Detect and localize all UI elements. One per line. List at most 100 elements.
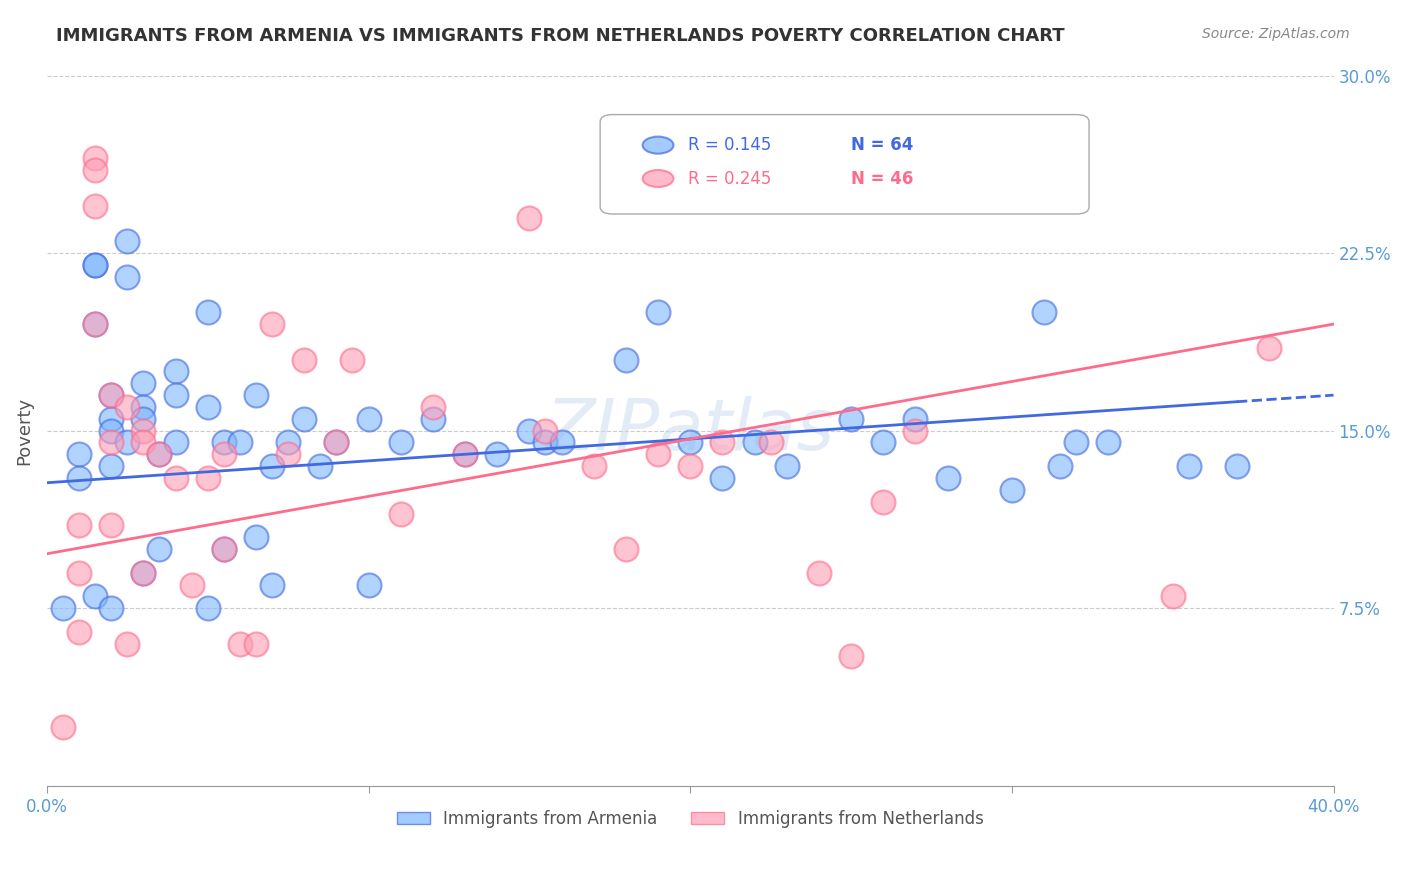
Immigrants from Armenia [357, 412, 380, 426]
Immigrants from Armenia [245, 530, 267, 544]
Circle shape [643, 170, 673, 187]
Immigrants from Armenia [100, 424, 122, 438]
Immigrants from Armenia [132, 412, 155, 426]
Immigrants from Armenia [100, 388, 122, 402]
Immigrants from Netherlands [679, 459, 702, 474]
Immigrants from Armenia [839, 412, 862, 426]
Immigrants from Netherlands [342, 352, 364, 367]
Immigrants from Netherlands [245, 637, 267, 651]
Immigrants from Armenia [647, 305, 669, 319]
Text: N = 46: N = 46 [851, 169, 914, 187]
Immigrants from Netherlands [325, 435, 347, 450]
Immigrants from Netherlands [759, 435, 782, 450]
Immigrants from Armenia [1064, 435, 1087, 450]
Immigrants from Armenia [519, 424, 541, 438]
Immigrants from Armenia [357, 577, 380, 591]
Immigrants from Armenia [1001, 483, 1024, 497]
Immigrants from Armenia [117, 234, 139, 248]
Immigrants from Armenia [84, 258, 107, 272]
Immigrants from Armenia [100, 459, 122, 474]
Circle shape [643, 136, 673, 153]
Immigrants from Armenia [936, 471, 959, 485]
Immigrants from Netherlands [389, 507, 412, 521]
Immigrants from Armenia [117, 269, 139, 284]
Immigrants from Netherlands [277, 447, 299, 461]
Immigrants from Netherlands [84, 317, 107, 331]
Immigrants from Armenia [165, 364, 187, 378]
Immigrants from Netherlands [180, 577, 202, 591]
Immigrants from Armenia [245, 388, 267, 402]
Immigrants from Armenia [260, 577, 283, 591]
Immigrants from Armenia [260, 459, 283, 474]
Immigrants from Armenia [67, 447, 90, 461]
Immigrants from Armenia [389, 435, 412, 450]
Immigrants from Armenia [148, 447, 170, 461]
Immigrants from Netherlands [67, 624, 90, 639]
Text: R = 0.145: R = 0.145 [688, 136, 770, 154]
Immigrants from Armenia [454, 447, 477, 461]
Immigrants from Armenia [132, 376, 155, 391]
Immigrants from Netherlands [260, 317, 283, 331]
Immigrants from Armenia [292, 412, 315, 426]
Immigrants from Netherlands [100, 388, 122, 402]
Immigrants from Netherlands [212, 542, 235, 557]
Immigrants from Armenia [197, 305, 219, 319]
Immigrants from Netherlands [872, 494, 894, 508]
Immigrants from Armenia [165, 388, 187, 402]
Immigrants from Netherlands [67, 566, 90, 580]
Immigrants from Netherlands [614, 542, 637, 557]
Immigrants from Armenia [52, 601, 75, 615]
Immigrants from Netherlands [67, 518, 90, 533]
Immigrants from Armenia [904, 412, 927, 426]
Immigrants from Netherlands [519, 211, 541, 225]
Immigrants from Armenia [1226, 459, 1249, 474]
Immigrants from Netherlands [165, 471, 187, 485]
Immigrants from Netherlands [197, 471, 219, 485]
Immigrants from Armenia [776, 459, 799, 474]
Text: N = 64: N = 64 [851, 136, 914, 154]
Immigrants from Armenia [229, 435, 252, 450]
Immigrants from Armenia [67, 471, 90, 485]
Immigrants from Armenia [117, 435, 139, 450]
Immigrants from Netherlands [132, 424, 155, 438]
Immigrants from Armenia [325, 435, 347, 450]
Immigrants from Netherlands [84, 199, 107, 213]
Immigrants from Armenia [100, 601, 122, 615]
Immigrants from Netherlands [84, 163, 107, 178]
Immigrants from Netherlands [904, 424, 927, 438]
Immigrants from Armenia [744, 435, 766, 450]
Immigrants from Netherlands [1161, 590, 1184, 604]
Immigrants from Armenia [197, 601, 219, 615]
Immigrants from Armenia [872, 435, 894, 450]
Text: R = 0.245: R = 0.245 [688, 169, 770, 187]
Immigrants from Netherlands [292, 352, 315, 367]
Immigrants from Netherlands [647, 447, 669, 461]
Immigrants from Armenia [1033, 305, 1056, 319]
Immigrants from Netherlands [132, 435, 155, 450]
Immigrants from Armenia [84, 258, 107, 272]
Immigrants from Armenia [309, 459, 332, 474]
Immigrants from Armenia [132, 400, 155, 414]
Immigrants from Armenia [1097, 435, 1119, 450]
Immigrants from Netherlands [117, 400, 139, 414]
Immigrants from Armenia [1049, 459, 1071, 474]
Immigrants from Netherlands [807, 566, 830, 580]
Immigrants from Netherlands [1258, 341, 1281, 355]
Immigrants from Netherlands [839, 648, 862, 663]
Immigrants from Armenia [1177, 459, 1199, 474]
Immigrants from Netherlands [52, 720, 75, 734]
Immigrants from Armenia [132, 566, 155, 580]
Text: IMMIGRANTS FROM ARMENIA VS IMMIGRANTS FROM NETHERLANDS POVERTY CORRELATION CHART: IMMIGRANTS FROM ARMENIA VS IMMIGRANTS FR… [56, 27, 1064, 45]
Immigrants from Armenia [212, 542, 235, 557]
Immigrants from Armenia [148, 542, 170, 557]
Immigrants from Netherlands [422, 400, 444, 414]
Immigrants from Netherlands [582, 459, 605, 474]
Immigrants from Armenia [84, 590, 107, 604]
Immigrants from Netherlands [229, 637, 252, 651]
Immigrants from Netherlands [117, 637, 139, 651]
Immigrants from Armenia [422, 412, 444, 426]
Immigrants from Netherlands [148, 447, 170, 461]
Immigrants from Armenia [679, 435, 702, 450]
Immigrants from Armenia [212, 435, 235, 450]
Immigrants from Armenia [165, 435, 187, 450]
